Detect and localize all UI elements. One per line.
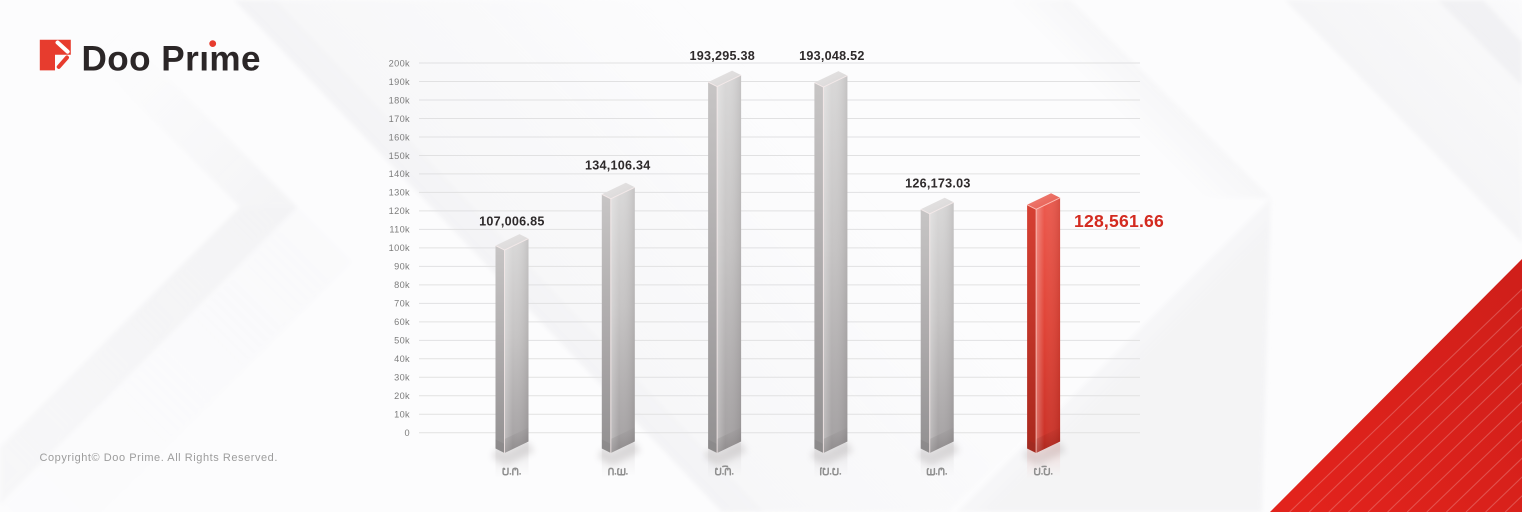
svg-text:110k: 110k (389, 225, 410, 235)
svg-text:140k: 140k (389, 169, 410, 179)
svg-text:150k: 150k (389, 151, 410, 161)
svg-text:193,295.38: 193,295.38 (690, 49, 756, 63)
svg-text:134,106.34: 134,106.34 (585, 158, 651, 172)
svg-text:40k: 40k (394, 354, 410, 364)
svg-text:126,173.03: 126,173.03 (905, 177, 971, 191)
svg-text:90k: 90k (394, 262, 410, 272)
svg-text:128,561.66: 128,561.66 (1074, 211, 1164, 231)
svg-text:160k: 160k (389, 132, 410, 142)
svg-text:50k: 50k (394, 336, 410, 346)
svg-text:Doo Prıme: Doo Prıme (82, 40, 262, 79)
svg-text:60k: 60k (394, 317, 410, 327)
svg-text:0: 0 (405, 428, 410, 438)
svg-text:200k: 200k (389, 58, 410, 68)
svg-text:107,006.85: 107,006.85 (479, 215, 545, 229)
svg-text:20k: 20k (394, 391, 410, 401)
svg-text:170k: 170k (389, 114, 410, 124)
svg-text:10k: 10k (394, 410, 410, 420)
svg-text:70k: 70k (394, 299, 410, 309)
svg-text:120k: 120k (389, 206, 410, 216)
svg-text:100k: 100k (389, 243, 410, 253)
svg-text:180k: 180k (389, 95, 410, 105)
svg-text:193,048.52: 193,048.52 (799, 49, 865, 63)
svg-text:130k: 130k (389, 188, 410, 198)
svg-text:30k: 30k (394, 373, 410, 383)
svg-text:190k: 190k (389, 77, 410, 87)
svg-text:Copyright© Doo Prime. All Righ: Copyright© Doo Prime. All Rights Reserve… (40, 452, 278, 464)
svg-text:80k: 80k (394, 280, 410, 290)
